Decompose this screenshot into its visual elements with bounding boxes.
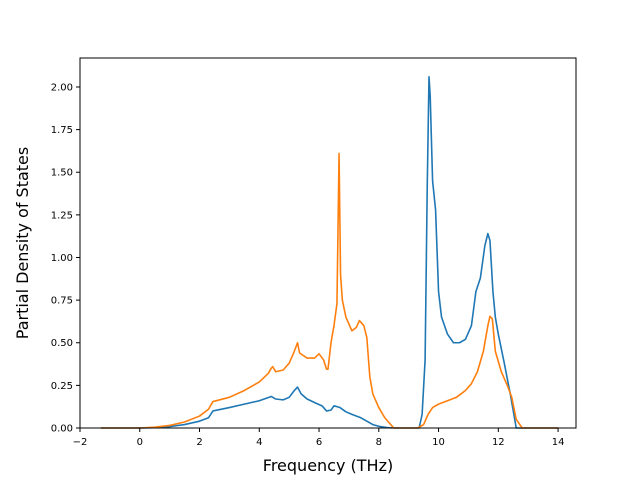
y-tick-label: 1.75 (51, 125, 73, 136)
series-line-2 (100, 152, 559, 429)
x-tick-label: 0 (137, 437, 143, 448)
x-tick-label: 12 (492, 437, 505, 448)
y-tick-label: 0.75 (51, 296, 73, 307)
y-axis: 0.00 0.25 0.50 0.75 1.00 1.25 1.50 1.75 2.00 (51, 82, 80, 435)
x-tick-label: 2 (196, 437, 202, 448)
x-tick-label: 6 (316, 437, 322, 448)
x-tick-label: 8 (376, 437, 382, 448)
x-tick-label: 4 (256, 437, 262, 448)
x-tick-label: 10 (432, 437, 445, 448)
y-tick-label: 1.25 (51, 210, 73, 221)
x-tick-label: −2 (73, 437, 88, 448)
y-tick-label: 0.50 (51, 338, 73, 349)
plot-frame (79, 57, 577, 429)
x-axis: −2 0 2 4 6 8 10 12 14 (73, 428, 565, 448)
y-tick-label: 1.00 (51, 253, 73, 264)
y-tick-label: 0.25 (51, 381, 73, 392)
y-axis-label: Partial Density of States (13, 147, 32, 339)
y-tick-label: 1.50 (51, 168, 73, 179)
x-axis-label: Frequency (THz) (263, 456, 393, 475)
y-tick-label: 0.00 (51, 424, 73, 435)
y-tick-label: 2.00 (51, 82, 73, 93)
x-tick-label: 14 (552, 437, 565, 448)
